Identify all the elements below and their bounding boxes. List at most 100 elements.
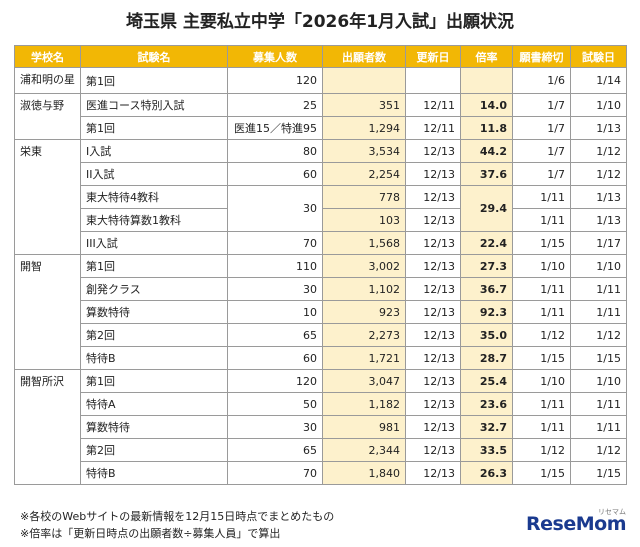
cell: 1,721 [322,346,406,370]
row: 算数特待 30 981 12/13 32.7 1/11 1/11 [15,415,627,439]
logo-sub: リセマム [598,508,626,516]
cell: 第1回 [80,369,228,393]
cell: 医進コース特別入試 [80,93,228,117]
cell: 36.7 [460,277,513,301]
cell: 東大特待4教科 [80,185,228,209]
cell: 1/11 [570,392,627,416]
column-header: 倍率 [460,45,513,68]
column-header: 更新日 [405,45,461,68]
row: 算数特待 10 923 12/13 92.3 1/11 1/11 [15,300,627,324]
column-header: 願書締切 [512,45,571,68]
cell: 12/11 [405,93,461,117]
cell: 33.5 [460,438,513,462]
cell: 1/15 [570,461,627,485]
cell: 12/13 [405,323,461,347]
cell: 1/13 [570,208,627,232]
cell: 1/7 [512,162,571,186]
cell: 12/13 [405,392,461,416]
school-name: 開智所沢 [14,369,81,485]
cell: 第2回 [80,438,228,462]
cell: 92.3 [460,300,513,324]
cell: 1/11 [570,277,627,301]
cell: 12/13 [405,208,461,232]
cell: 44.2 [460,139,513,163]
note: ※倍率は「更新日時点の出願者数÷募集人員」で算出 [20,527,281,540]
cell: 60 [227,346,323,370]
cell: 第1回 [80,254,228,278]
cell: 32.7 [460,415,513,439]
school-name: 栄東 [14,139,81,255]
cell: 1/17 [570,231,627,255]
row: 東大特待4教科 30 778 12/13 29.4 1/11 1/13 [15,185,627,232]
notes: ※各校のWebサイトの最新情報を12月15日時点でまとめたもの ※倍率は「更新日… [20,508,334,542]
column-header: 試験名 [80,45,228,68]
title: 埼玉県 主要私立中学「2026年1月入試」出願状況 [125,12,515,32]
table: 学校名 試験名 募集人数 出願者数 更新日 倍率 願書締切 試験日 浦和明の星 第1回 120 1/… [14,45,627,485]
cell: 1,294 [322,116,406,140]
school-name: 淑徳与野 [14,93,81,140]
cell: 923 [322,300,406,324]
cell: 12/13 [405,277,461,301]
cell: II入試 [80,162,228,186]
cell: 1,182 [322,392,406,416]
school-name: 浦和明の星 [14,67,81,94]
cell: I入試 [80,139,228,163]
cell: 30 [227,277,323,301]
column-header: 学校名 [14,45,81,68]
cell: 算数特待 [80,415,228,439]
cell: 12/11 [405,116,461,140]
cell: 1/10 [570,254,627,278]
cell: 1/15 [570,346,627,370]
cell: 3,534 [322,139,406,163]
cell: 778 [322,185,406,209]
note: ※各校のWebサイトの最新情報を12月15日時点でまとめたもの [20,510,335,523]
cell: 1/11 [570,300,627,324]
cell: 12/13 [405,415,461,439]
cell [322,67,406,94]
cell: 12/13 [405,185,461,209]
cell: 29.4 [460,185,513,232]
cell: 12/13 [405,139,461,163]
row: II入試 60 2,254 12/13 37.6 1/7 1/12 [15,162,627,186]
cell: 医進15／特進95 [227,116,323,140]
cell: 10 [227,300,323,324]
cell: 1/12 [570,139,627,163]
cell: 1/6 [512,67,571,94]
cell: 1/10 [512,369,571,393]
cell: 35.0 [460,323,513,347]
cell: 1,102 [322,277,406,301]
cell: 1/12 [570,323,627,347]
row: 創発クラス 30 1,102 12/13 36.7 1/11 1/11 [15,277,627,301]
cell: 1/10 [512,254,571,278]
logo-text: ReseMom [526,513,626,535]
cell: 30 [227,185,323,232]
cell: 特待B [80,346,228,370]
cell: 25.4 [460,369,513,393]
cell: 1/10 [570,93,627,117]
cell: 1/11 [570,415,627,439]
cell: 28.7 [460,346,513,370]
cell: 第1回 [80,116,228,140]
cell: III入試 [80,231,228,255]
cell: 1/11 [512,208,571,232]
cell: 27.3 [460,254,513,278]
cell: 981 [322,415,406,439]
cell: 2,254 [322,162,406,186]
cell [405,67,461,94]
row: 特待B 60 1,721 12/13 28.7 1/15 1/15 [15,346,627,370]
cell: 70 [227,231,323,255]
cell: 12/13 [405,300,461,324]
row: 開智 第1回 110 3,002 12/13 27.3 1/10 1/10 [14,254,627,370]
cell: 12/13 [405,231,461,255]
cell: 1/11 [512,300,571,324]
cell: 60 [227,162,323,186]
cell: 11.8 [460,116,513,140]
cell: 特待A [80,392,228,416]
cell: 1/7 [512,93,571,117]
header-row: 学校名 試験名 募集人数 出願者数 更新日 倍率 願書締切 試験日 [14,45,627,68]
cell: 1/13 [570,185,627,209]
cell: 1/7 [512,139,571,163]
cell: 1/11 [512,277,571,301]
cell: 3,002 [322,254,406,278]
cell: 12/13 [405,346,461,370]
